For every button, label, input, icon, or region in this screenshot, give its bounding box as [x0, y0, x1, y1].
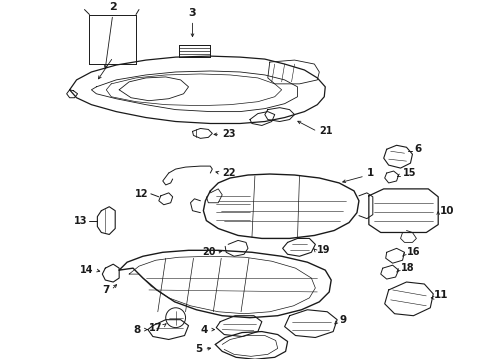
Text: 8: 8: [134, 325, 141, 334]
Text: 2: 2: [109, 1, 117, 12]
Text: 23: 23: [222, 129, 236, 139]
Text: 22: 22: [222, 168, 236, 178]
Text: 19: 19: [318, 245, 331, 255]
Text: 14: 14: [80, 265, 94, 275]
Text: 10: 10: [440, 206, 455, 216]
Text: 16: 16: [407, 247, 420, 257]
Text: 11: 11: [434, 290, 449, 300]
Text: 3: 3: [189, 8, 196, 18]
Text: 1: 1: [367, 168, 374, 178]
Text: 7: 7: [102, 285, 109, 295]
Text: 20: 20: [202, 247, 215, 257]
Text: 13: 13: [74, 216, 87, 226]
Text: 4: 4: [201, 325, 208, 334]
Text: 17: 17: [149, 323, 163, 333]
Text: 21: 21: [319, 126, 333, 136]
Text: 18: 18: [400, 263, 414, 273]
Text: 12: 12: [135, 189, 149, 199]
Text: 6: 6: [415, 144, 422, 154]
Text: 9: 9: [339, 315, 346, 325]
Text: 15: 15: [403, 168, 416, 178]
Text: 5: 5: [195, 345, 202, 354]
